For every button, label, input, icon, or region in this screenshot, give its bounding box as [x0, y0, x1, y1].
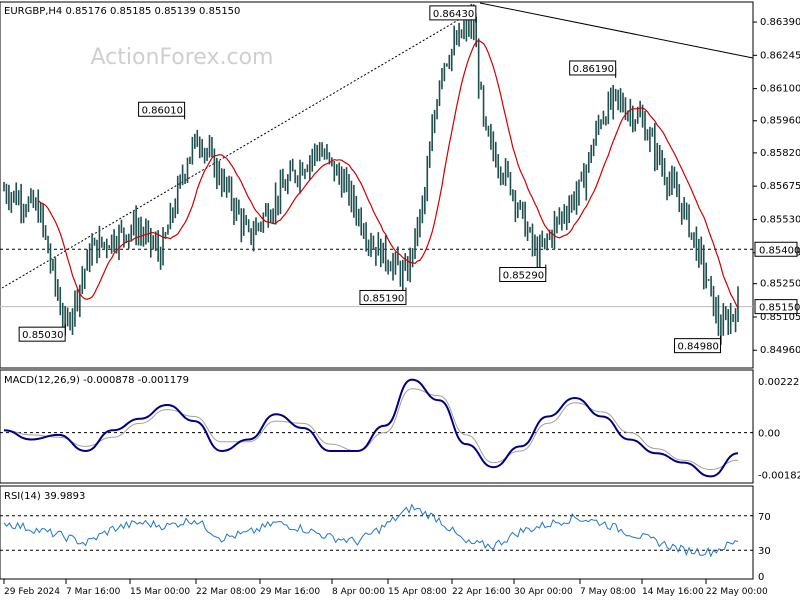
- x-tick-label: 15 Mar 00:00: [130, 587, 190, 597]
- rsi-panel: [0, 485, 754, 580]
- x-tick-label: 29 Mar 16:00: [260, 587, 320, 597]
- annotation-label: 0.86190: [573, 64, 614, 75]
- x-axis: 29 Feb 2024 7 Mar 16:00 15 Mar 00:00 22 Mar…: [3, 579, 768, 597]
- annotation-box: [18, 326, 66, 342]
- price-y-tick-label: 0.85530: [760, 214, 800, 225]
- moving-average-line: [37, 39, 739, 309]
- x-tick-label: 29 Feb 2024: [4, 587, 60, 597]
- price-y-tick-label: 0.85105: [760, 312, 800, 323]
- price-y-tick-label: 0.86390: [760, 17, 800, 28]
- rsi-layer: 70 30 0: [0, 503, 771, 583]
- price-layer: 0.86390 0.86245 0.86100 0.85960 0.85820 0.856…: [0, 2, 800, 356]
- price-y-tick-label: 0.85820: [760, 148, 800, 159]
- macd-y-tick-label: 0.00: [758, 429, 780, 440]
- x-tick-label: 15 Apr 08:00: [388, 587, 447, 597]
- price-y-tick-label: 0.85675: [760, 181, 800, 192]
- price-header: EURGBP,H4 0.85176 0.85185 0.85139 0.8515…: [4, 6, 240, 17]
- x-tick-label: 8 Apr 00:00: [332, 587, 385, 597]
- annotation-label: 0.85290: [503, 271, 544, 282]
- macd-y-tick-label: 0.002229: [758, 377, 800, 388]
- price-y-tick-label: 0.86100: [760, 84, 800, 95]
- macd-panel: [0, 369, 754, 484]
- annotation-box: [674, 338, 722, 354]
- downtrend-line: [479, 2, 754, 59]
- x-tick-label: 22 May 00:00: [706, 587, 768, 597]
- x-tick-label: 30 Apr 00:00: [514, 587, 573, 597]
- annotation-box: [359, 289, 407, 305]
- price-y-tick-label: 0.84960: [760, 345, 800, 356]
- annotation-label: 0.84980: [678, 342, 719, 353]
- x-tick-label: 22 Apr 16:00: [452, 587, 511, 597]
- rsi-header: RSI(14) 39.9893: [4, 491, 85, 502]
- x-tick-label: 7 May 08:00: [580, 587, 636, 597]
- x-tick-label: 22 Mar 08:00: [196, 587, 256, 597]
- x-tick-label: 7 Mar 16:00: [66, 587, 121, 597]
- price-y-tick-label: 0.85250: [760, 279, 800, 290]
- macd-main-line: [3, 378, 739, 478]
- price-panel: [0, 1, 754, 369]
- price-y-tick-label: 0.85960: [760, 116, 800, 127]
- annotation-label: 0.85030: [22, 330, 63, 341]
- rsi-line: [3, 503, 739, 558]
- annotation-label: 0.86430: [433, 9, 474, 20]
- price-y-tick-label: 0.86245: [760, 50, 800, 61]
- current-price-label: 0.85150: [759, 303, 800, 314]
- annotation-label: 0.86010: [142, 105, 183, 116]
- rsi-y-tick-label: 30: [758, 546, 771, 557]
- rsi-y-tick-label: 0: [758, 572, 764, 583]
- reference-level-label: 0.85400: [759, 245, 800, 256]
- current-price-box: [754, 299, 798, 315]
- annotation-box: [499, 267, 547, 282]
- watermark-text: ActionForex.com: [91, 45, 274, 70]
- reference-level-box: [754, 241, 798, 257]
- x-tick-label: 14 May 16:00: [642, 587, 704, 597]
- rsi-y-tick-label: 70: [758, 512, 771, 523]
- annotation-label: 0.85190: [363, 293, 404, 304]
- macd-header: MACD(12,26,9) -0.000878 -0.001179: [4, 375, 189, 386]
- annotation-box: [429, 5, 477, 21]
- annotation-box: [569, 60, 617, 76]
- dotted-trendline: [1, 18, 461, 289]
- macd-signal-line: [3, 388, 739, 471]
- annotation-box: [138, 101, 186, 117]
